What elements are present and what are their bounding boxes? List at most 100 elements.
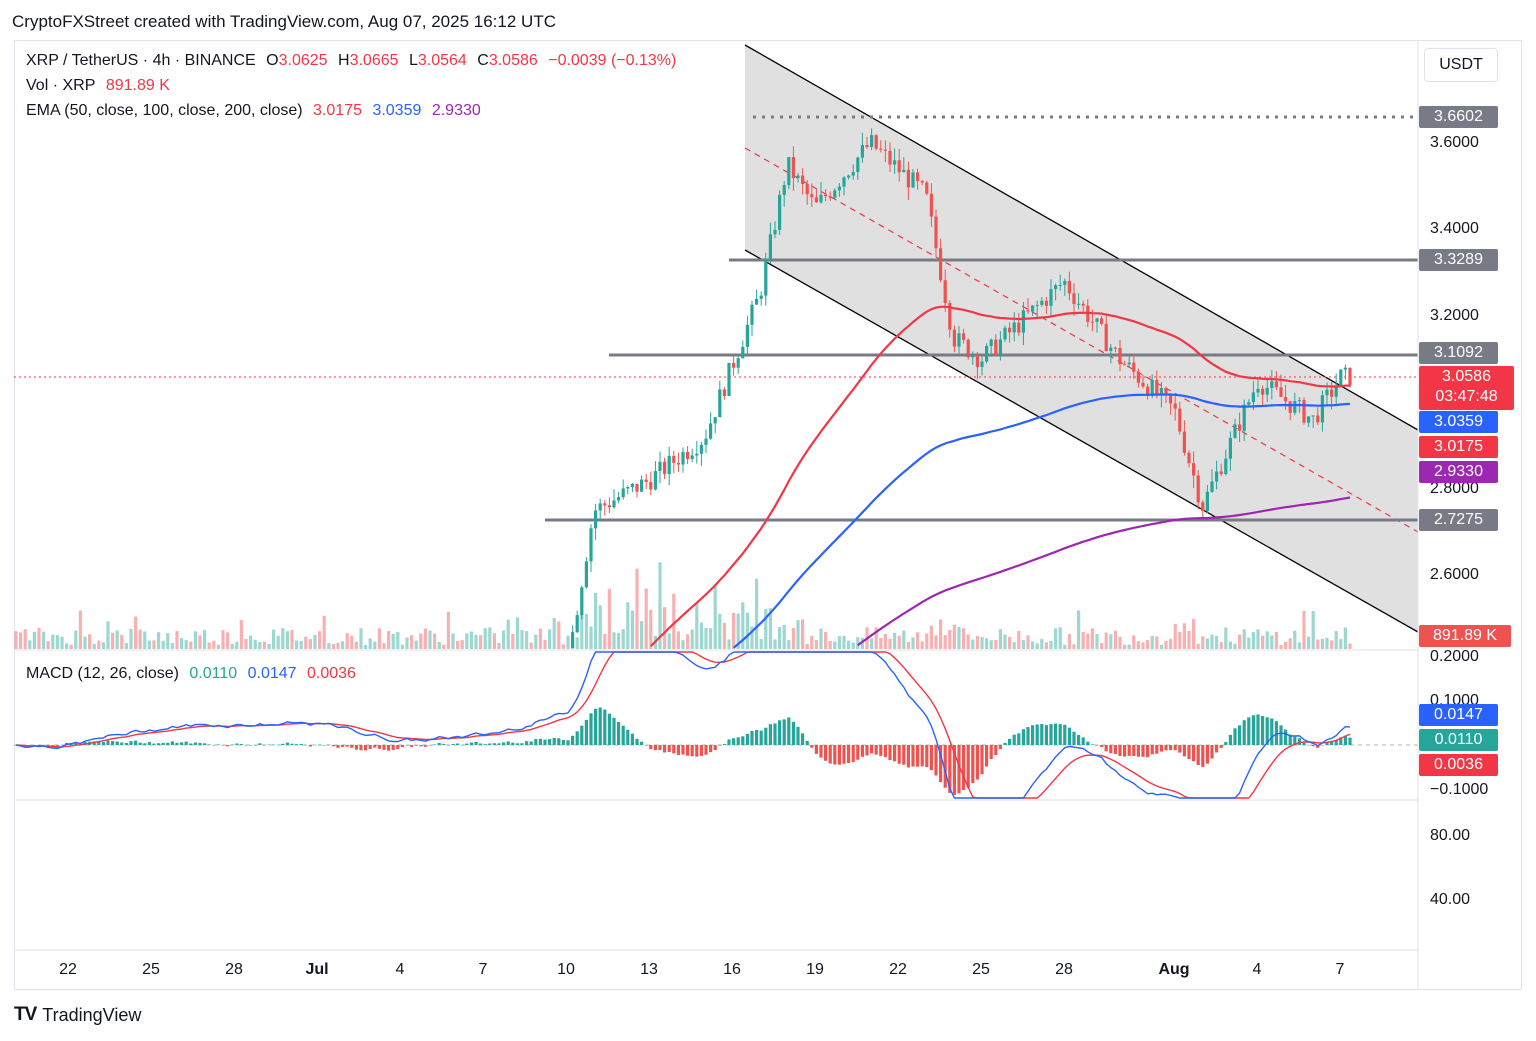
macd-histogram-bar [474, 741, 478, 745]
ema50-value: 3.0175 [313, 102, 362, 119]
volume-bar [1293, 630, 1297, 649]
candle-body [874, 135, 878, 149]
macd-histogram-bar [897, 745, 901, 764]
volume-bar [249, 635, 253, 649]
volume-bar [101, 642, 105, 649]
volume-bar [193, 631, 197, 649]
macd-histogram-bar [1136, 745, 1140, 757]
volume-bar [791, 627, 795, 649]
candle-body [810, 194, 814, 198]
macd-histogram-bar [929, 745, 933, 771]
macd-histogram-bar [1063, 724, 1067, 745]
candle-body [1072, 293, 1076, 304]
volume-bar [313, 634, 317, 649]
volume-bar [906, 642, 910, 649]
volume-legend[interactable]: Vol · XRP 891.89 K [26, 77, 176, 95]
macd-histogram-bar [111, 741, 115, 745]
candle-body [801, 175, 805, 184]
macd-histogram-bar [106, 740, 110, 745]
candle-body [1219, 471, 1223, 475]
volume-bar [750, 626, 754, 649]
macd-histogram-bar [184, 741, 188, 745]
macd-histogram-bar [548, 739, 552, 745]
macd-histogram-bar [74, 742, 78, 745]
macd-histogram-bar [120, 742, 124, 745]
candle-body [1238, 424, 1242, 431]
macd-histogram-bar [529, 741, 533, 745]
volume-bar [433, 633, 437, 649]
volume-bar [51, 634, 55, 649]
volume-bar [69, 644, 73, 649]
volume-bar [1021, 640, 1025, 649]
ema-legend[interactable]: EMA (50, close, 100, close, 200, close) … [26, 102, 487, 120]
volume-bar [856, 637, 860, 649]
macd-signal-tag: 0.0036 [1419, 754, 1498, 776]
volume-bar [308, 639, 312, 649]
volume-bar [230, 643, 234, 649]
macd-histogram-bar [299, 743, 303, 745]
volume-bar [410, 635, 414, 649]
candle-body [796, 175, 800, 178]
volume-bar [226, 632, 230, 649]
candle-body [1003, 327, 1007, 340]
candle-body [1316, 415, 1320, 423]
candle-body [1109, 347, 1113, 352]
macd-histogram-bar [663, 745, 667, 753]
macd-histogram-bar [690, 745, 694, 757]
tradingview-logo[interactable]: TV TradingView [14, 1004, 141, 1026]
macd-histogram-bar [1330, 741, 1334, 745]
symbol-legend[interactable]: XRP / TetherUS · 4h · BINANCE O3.0625 H3… [26, 52, 682, 70]
volume-bar [883, 633, 887, 649]
macd-histogram-bar [161, 742, 165, 745]
macd-histogram-bar [764, 727, 768, 745]
candle-body [1233, 424, 1237, 438]
volume-bar [1228, 641, 1232, 649]
volume-bar [1274, 631, 1278, 649]
volume-bar [336, 642, 340, 649]
volume-bar [189, 641, 193, 649]
macd-histogram-bar [1325, 742, 1329, 745]
macd-tick: 0.2000 [1430, 648, 1479, 665]
volume-bar [272, 629, 276, 649]
volume-bar [764, 608, 768, 649]
date-tick: 22 [59, 961, 77, 978]
macd-histogram-bar [552, 737, 556, 745]
candle-body [607, 505, 611, 508]
last-price-tag: 3.0586 03:47:48 [1419, 366, 1514, 410]
macd-histogram-bar [341, 745, 345, 747]
ema50-line [650, 305, 1350, 647]
volume-bar [488, 627, 492, 649]
candle-body [1044, 300, 1048, 306]
macd-histogram-bar [962, 745, 966, 790]
volume-bar [676, 631, 680, 649]
ema100-line [732, 393, 1351, 649]
macd-histogram-bar [1178, 745, 1182, 753]
macd-histogram-bar [345, 745, 349, 747]
volume-bar [120, 634, 124, 649]
macd-histogram-bar [1219, 745, 1223, 748]
candle-body [1334, 385, 1338, 397]
volume-bar [552, 618, 556, 649]
currency-button[interactable]: USDT [1424, 48, 1498, 82]
macd-histogram-bar [686, 745, 690, 756]
candle-body [1270, 381, 1274, 388]
macd-histogram-bar [759, 730, 763, 745]
volume-bar [460, 640, 464, 649]
candle-body [1113, 347, 1117, 349]
macd-histogram-bar [318, 744, 322, 746]
candle-body [1339, 369, 1343, 386]
macd-histogram-bar [805, 740, 809, 745]
macd-histogram-bar [1095, 745, 1099, 746]
volume-bar [778, 627, 782, 649]
candle-body [580, 587, 584, 616]
candle-body [1228, 437, 1232, 459]
macd-histogram-bar [308, 745, 312, 747]
volume-bar [943, 635, 947, 649]
macd-legend[interactable]: MACD (12, 26, close) 0.0110 0.0147 0.003… [26, 665, 362, 683]
volume-bar [456, 641, 460, 649]
candle-body [1348, 367, 1352, 386]
macd-histogram-bar [1284, 729, 1288, 745]
volume-bar [589, 626, 593, 649]
candle-body [598, 503, 602, 511]
